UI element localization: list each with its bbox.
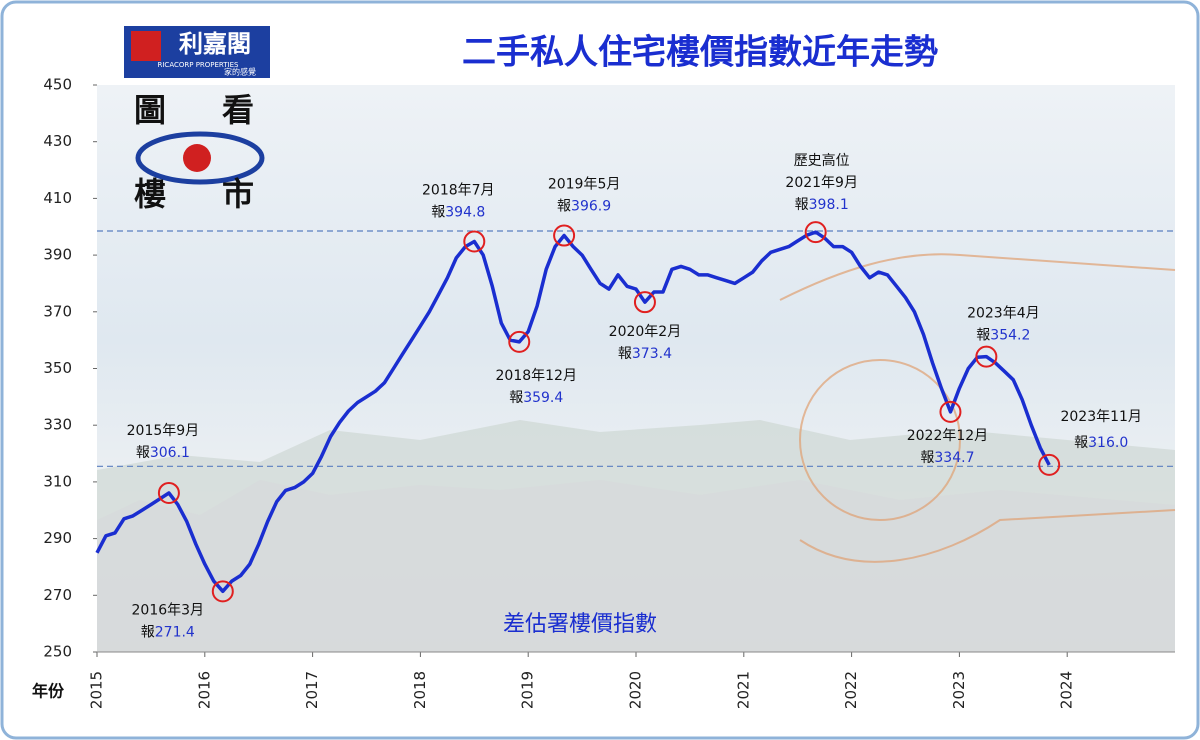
annotation-value: 報359.4: [509, 390, 563, 406]
annotation-value: 報394.8: [431, 204, 485, 220]
annotation-number: 398.1: [809, 197, 849, 213]
y-tick-label: 390: [43, 246, 72, 264]
highlight-circle: [508, 330, 531, 353]
x-tick-label: 2024: [1058, 671, 1076, 709]
plot: 250 270 290 310 330 350 370 390 410 430 450 2015 201…: [43, 76, 1175, 709]
annotation-prefix: 報: [136, 445, 150, 461]
annotation-date: 2019年5月: [548, 177, 621, 193]
highlight-circle: [1038, 453, 1061, 476]
annotation-date: 2016年3月: [132, 602, 205, 618]
annotation-value: 報306.1: [136, 445, 190, 461]
y-tick-label: 350: [43, 359, 72, 377]
x-tick-label: 2023: [950, 671, 968, 709]
badge-char: 看: [222, 91, 254, 129]
badge: 圖 看 樓 市: [134, 91, 265, 213]
annotation-date: 2018年12月: [496, 368, 577, 384]
annotation-prefix: 報: [1074, 435, 1088, 451]
y-tick-label: 450: [43, 76, 72, 94]
annotation-prefix: 報: [141, 624, 155, 640]
x-tick-label: 2018: [411, 671, 429, 709]
x-tick-label: 2020: [627, 671, 645, 709]
annotation-number: 316.0: [1088, 435, 1128, 451]
annotation-value: 報398.1: [795, 197, 849, 213]
highlight-circle: [211, 580, 234, 603]
annotation-number: 271.4: [155, 624, 195, 640]
annotation-date: 2021年9月: [785, 175, 858, 191]
x-axis-label: 年份: [32, 682, 65, 701]
badge-char: 樓: [134, 175, 166, 213]
line: [95, 230, 1051, 594]
annotation-prefix: 報: [618, 346, 632, 362]
annotation-date: 2020年2月: [609, 324, 682, 340]
highlight-circle: [633, 291, 656, 314]
annotation-prefix: 報: [920, 450, 934, 466]
source: 差估署樓價指數: [503, 612, 657, 637]
y-tick-label: 430: [43, 132, 72, 150]
annotation-number: 334.7: [934, 450, 974, 466]
x-tick-label: 2021: [734, 671, 752, 709]
badge-char: 圖: [134, 91, 166, 129]
hand-decoration: [779, 253, 1176, 301]
x-tick-label: 2019: [519, 671, 537, 709]
annotation-prefix: 報: [431, 204, 445, 220]
y-tick-label: 370: [43, 302, 72, 320]
logo-en: RICACORP PROPERTIES: [158, 61, 240, 69]
badge-char: 市: [222, 175, 254, 213]
logo-slogan: 家的感覺: [224, 67, 256, 77]
y-tick-label: 250: [43, 643, 72, 661]
annotation-value: 報354.2: [976, 328, 1030, 344]
x-tick-label: 2022: [842, 671, 860, 709]
annotation-number: 394.8: [445, 204, 485, 220]
annotation-number: 306.1: [150, 445, 190, 461]
annotation-date: 2018年7月: [422, 182, 495, 198]
annotation-prefix: 報: [976, 328, 990, 344]
y-tick-label: 310: [43, 472, 72, 490]
annotation-number: 354.2: [990, 328, 1030, 344]
hand-decoration: [799, 509, 1176, 563]
x-tick-label: 2015: [88, 671, 106, 709]
annotation-prefix: 報: [509, 390, 523, 406]
badge-pupil: [183, 144, 211, 172]
annotation-value: 報334.7: [920, 450, 974, 466]
crystal-ball: [799, 359, 961, 521]
highlight-circle: [975, 345, 998, 368]
annotation-prefix: 報: [795, 197, 809, 213]
x-tick-label: 2016: [195, 671, 213, 709]
badge-eye: [135, 131, 265, 185]
highlight-circle: [939, 400, 962, 423]
annotation-value: 報373.4: [618, 346, 672, 362]
buildings: [97, 480, 1175, 652]
highlight-circle: [463, 230, 486, 253]
annotation-title: 歷史高位: [794, 152, 850, 169]
highlight-circle: [553, 224, 576, 247]
y-tick-label: 330: [43, 416, 72, 434]
annotation-value: 報316.0: [1074, 435, 1128, 451]
y-tick-label: 270: [43, 586, 72, 604]
annotation-prefix: 報: [557, 199, 571, 215]
y-tick-label: 290: [43, 529, 72, 547]
y-tick-label: 410: [43, 189, 72, 207]
annotation-number: 373.4: [632, 346, 672, 362]
logo-icon: [131, 31, 161, 61]
highlight-circle: [157, 481, 180, 504]
annotation-value: 報271.4: [141, 624, 195, 640]
chart-title: 二手私人住宅樓價指數近年走勢: [462, 33, 938, 73]
annotation-date: 2023年11月: [1060, 409, 1141, 425]
annotation-date: 2023年4月: [967, 306, 1040, 322]
x-tick-label: 2017: [303, 671, 321, 709]
logo-text: 利嘉閣: [179, 30, 251, 58]
highlight-circle: [804, 221, 827, 244]
annotation-date: 2015年9月: [127, 423, 200, 439]
annotation-number: 359.4: [523, 390, 563, 406]
annotation-value: 報396.9: [557, 199, 611, 215]
annotation-number: 396.9: [571, 199, 611, 215]
annotation-date: 2022年12月: [907, 428, 988, 444]
